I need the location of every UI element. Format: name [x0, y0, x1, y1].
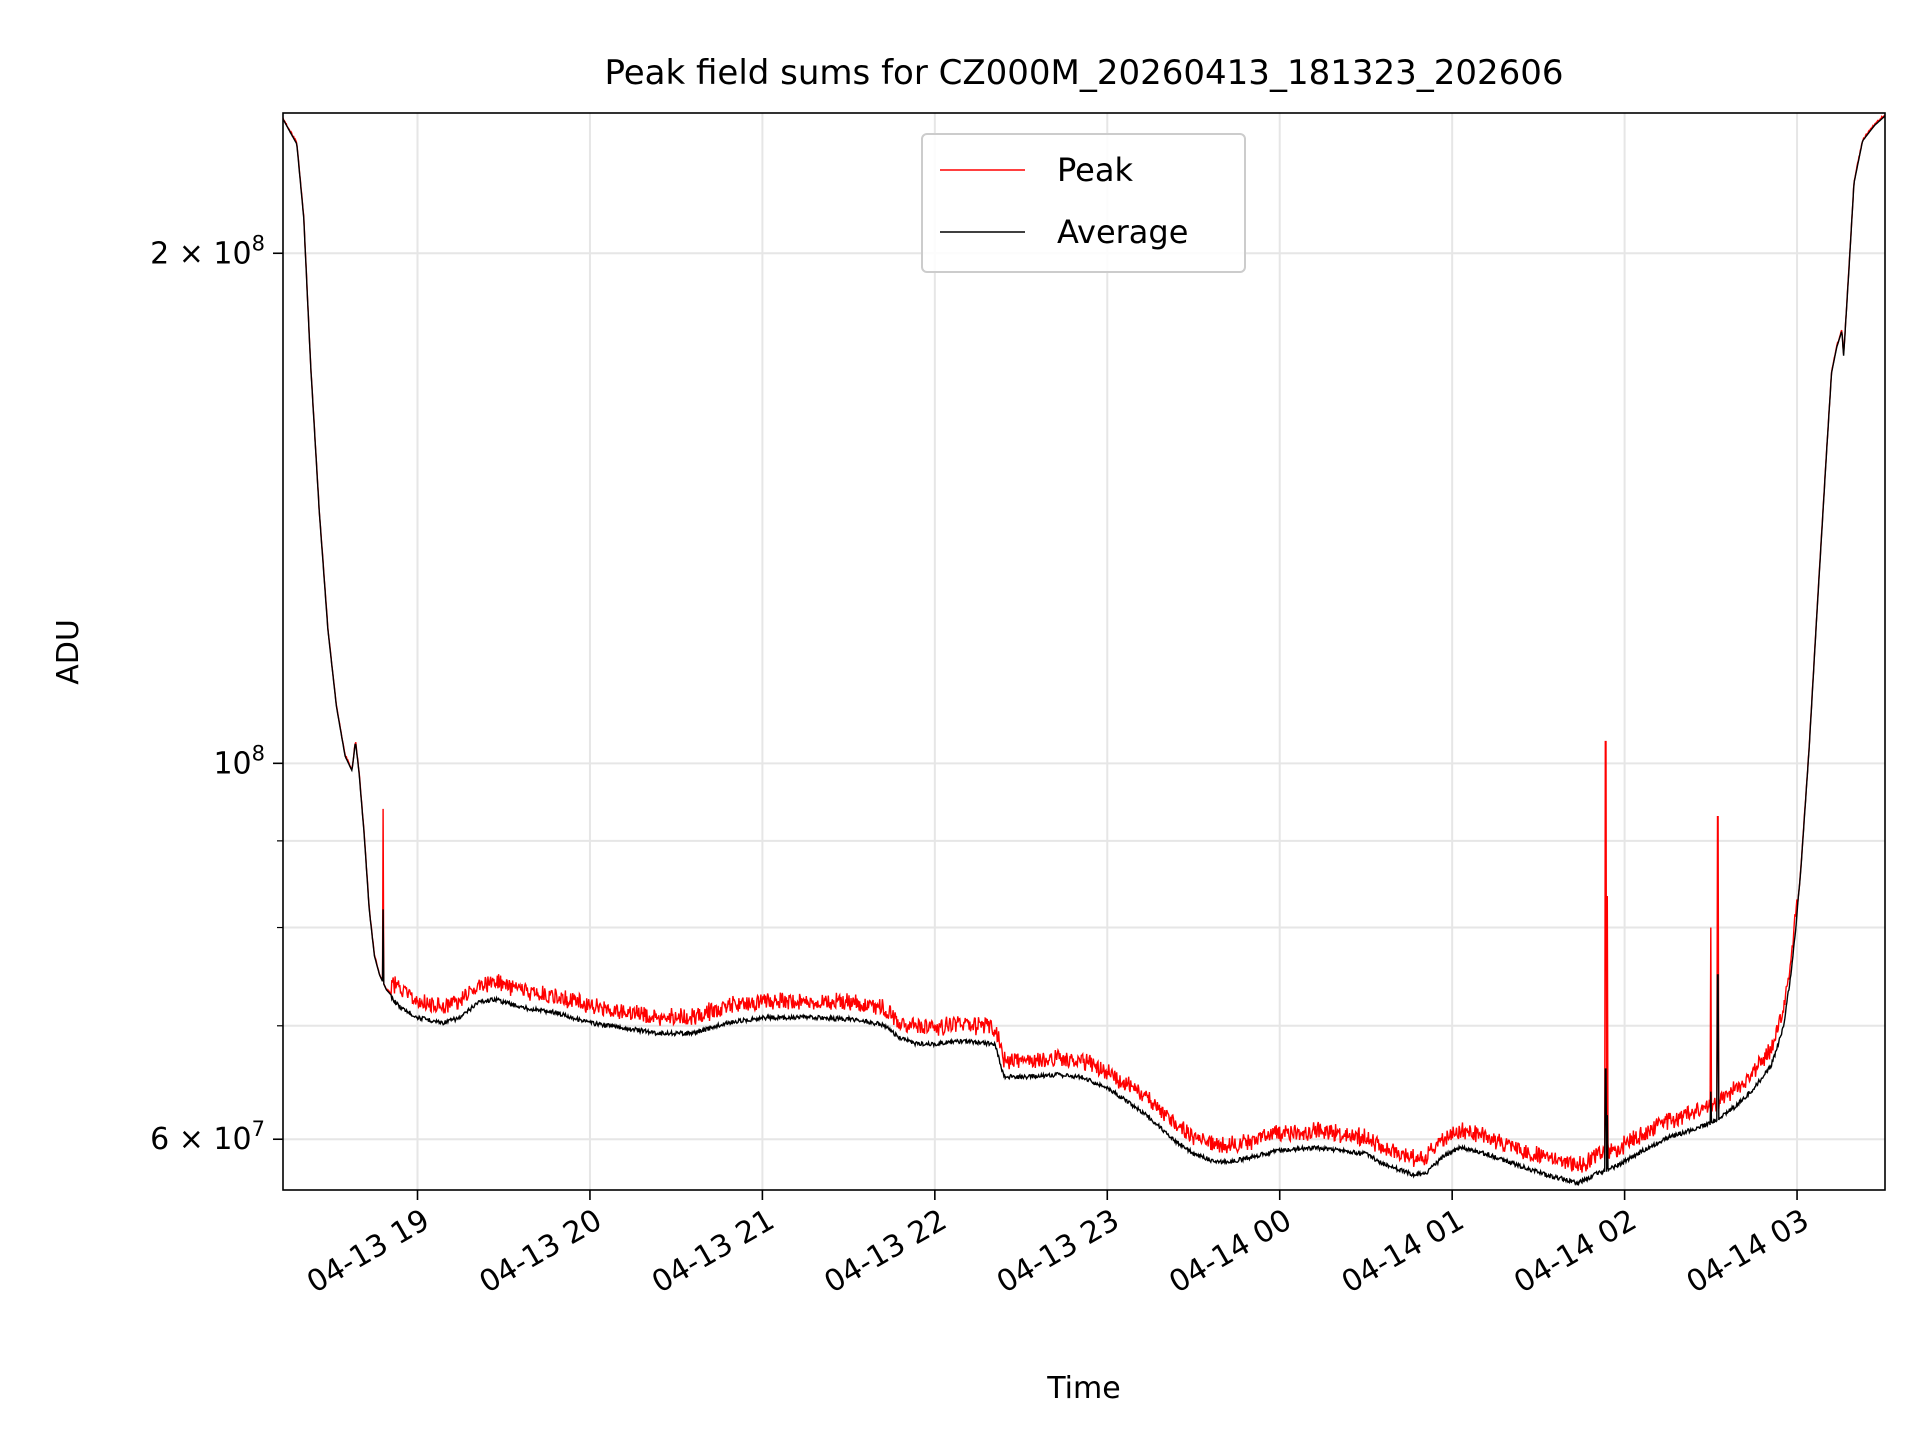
- y-axis-label: ADU: [51, 619, 86, 685]
- series-line-average: [283, 115, 1885, 1187]
- y-tick-label: 2 × 108: [150, 231, 265, 271]
- y-tick-label: 6 × 107: [150, 1117, 265, 1157]
- series-line-peak: [283, 114, 1885, 1173]
- y-tick-exponent: 7: [252, 1117, 265, 1141]
- y-tick-exponent: 8: [252, 231, 265, 255]
- y-tick-label: 108: [213, 741, 265, 781]
- legend-box: [921, 133, 1246, 273]
- y-tick-exponent: 8: [252, 741, 265, 765]
- y-tick-base: 6 × 10: [150, 1122, 251, 1157]
- legend: Peak Average: [921, 133, 1246, 273]
- legend-label-average: Average: [1057, 213, 1188, 251]
- x-axis-label: Time: [1046, 1371, 1120, 1406]
- plot-frame: [282, 112, 1886, 1191]
- y-tick-base: 2 × 10: [150, 236, 251, 271]
- chart-title: Peak field sums for CZ000M_20260413_1813…: [604, 53, 1563, 93]
- plot-area: [283, 114, 1885, 1187]
- legend-label-peak: Peak: [1057, 151, 1133, 189]
- y-tick-base: 10: [213, 746, 251, 781]
